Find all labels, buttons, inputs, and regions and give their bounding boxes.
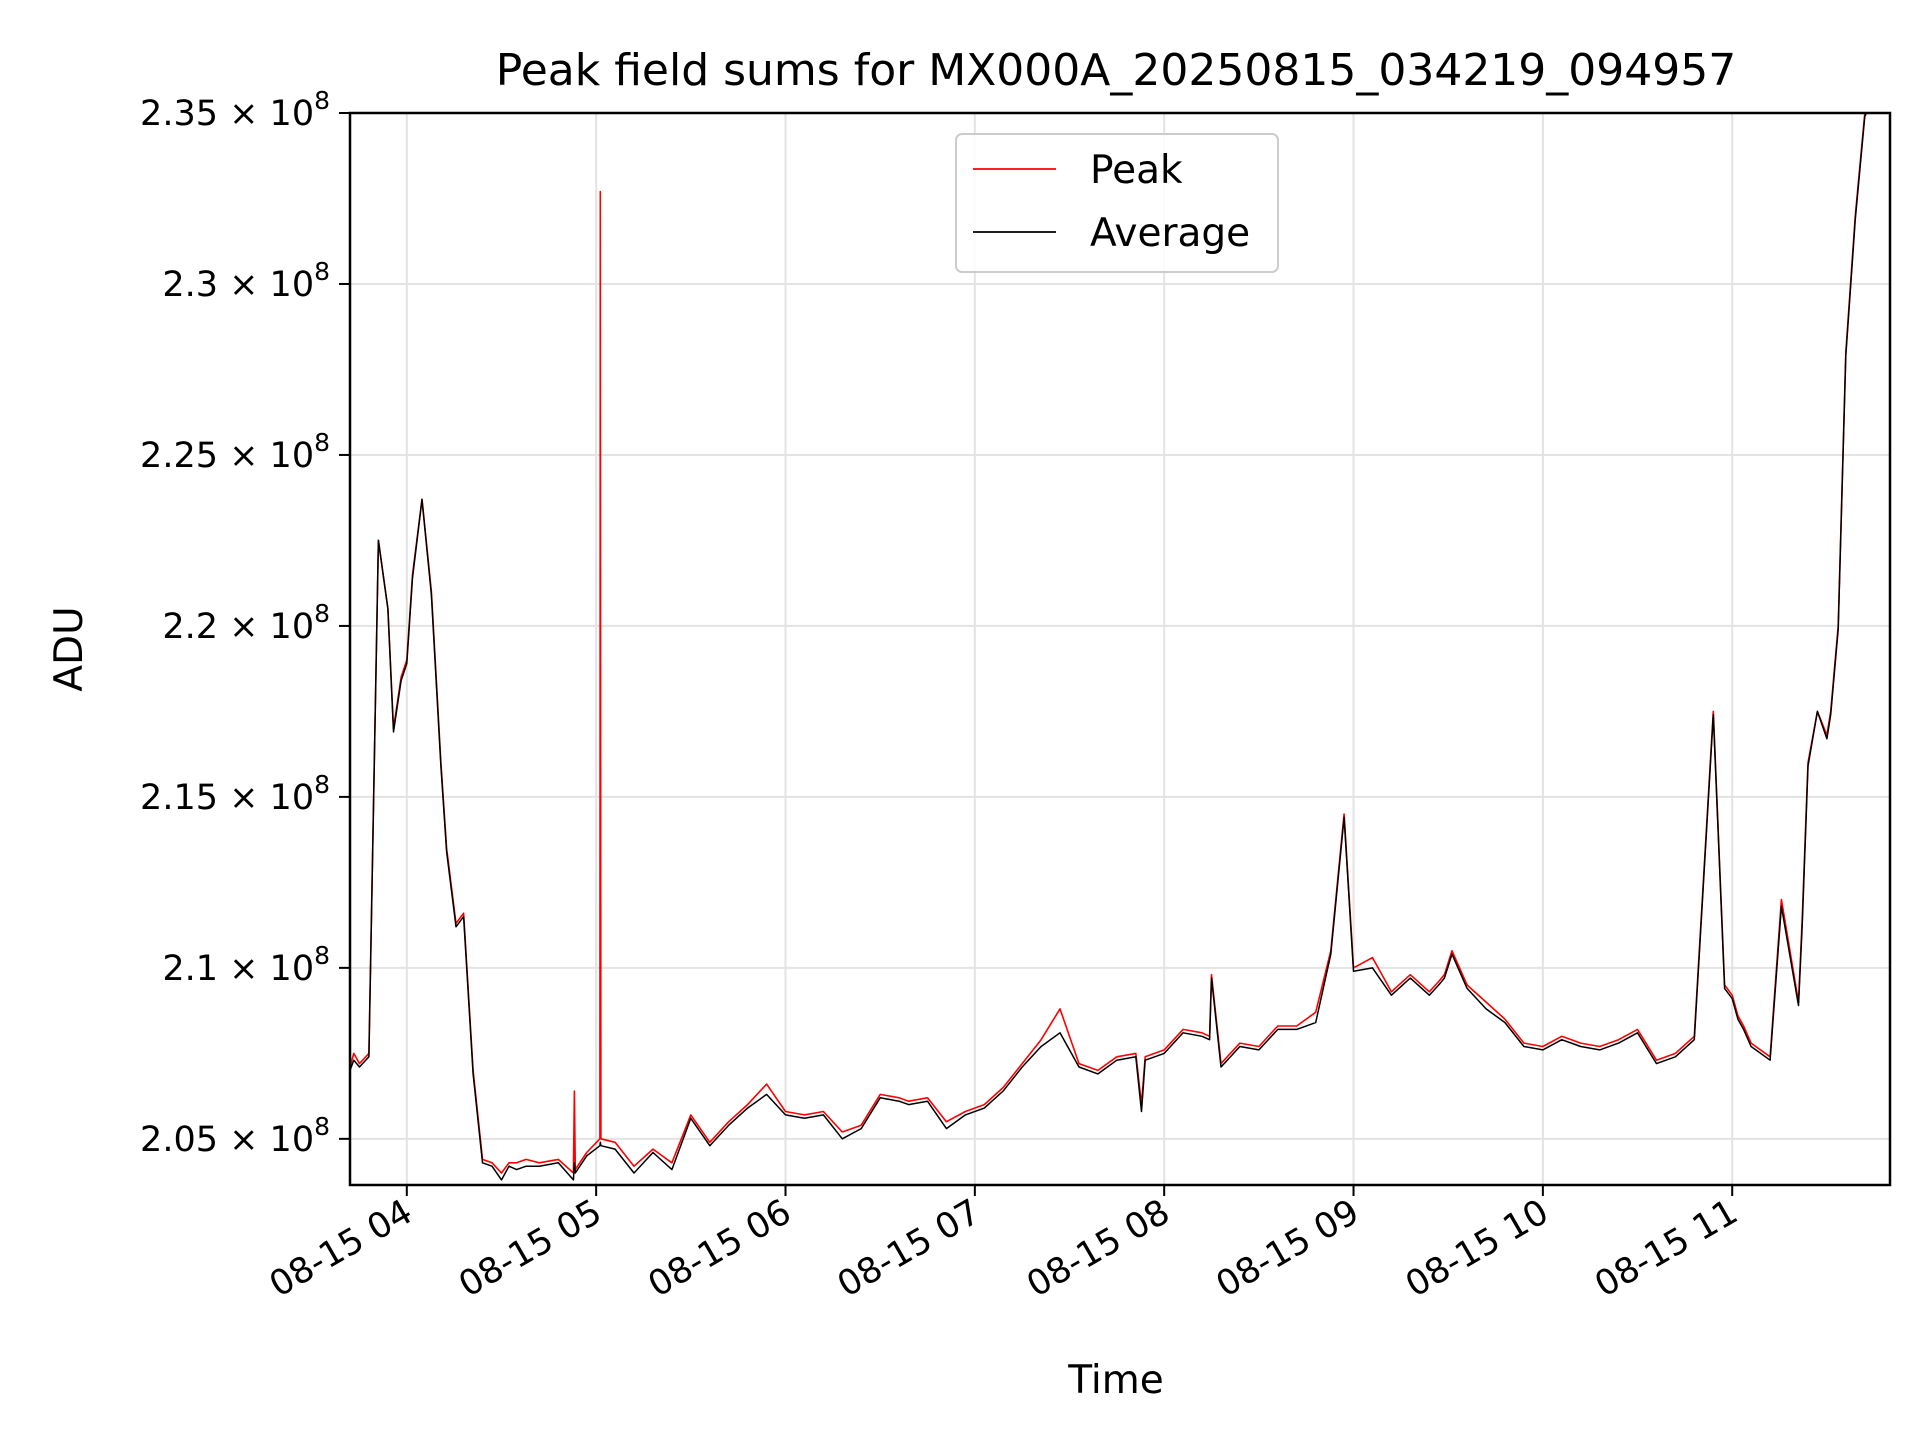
y-axis-ticks: 2.05 × 108 2.1 × 108 2.15 × 108 2.2 × 108 2.…	[140, 86, 350, 1160]
x-axis-label: Time	[1067, 1358, 1163, 1403]
y-tick-label: 2.35 × 108	[140, 86, 330, 134]
plot-frame	[348, 111, 1892, 1187]
series-group	[350, 113, 1868, 1181]
series-line-peak	[350, 113, 1866, 1174]
y-tick-label: 2.2 × 108	[162, 599, 330, 647]
y-tick-label: 2.1 × 108	[162, 941, 330, 989]
y-tick-label: 2.15 × 108	[140, 770, 330, 818]
legend-label-peak: Peak	[1090, 148, 1183, 193]
series-line-average	[350, 113, 1868, 1181]
chart-title: Peak field sums for MX000A_20250815_0342…	[496, 45, 1737, 96]
y-axis-label: ADU	[47, 606, 92, 691]
legend: Peak Average	[955, 133, 1279, 273]
y-tick-label: 2.25 × 108	[140, 428, 330, 476]
y-tick-label: 2.05 × 108	[140, 1112, 330, 1160]
y-tick-label: 2.3 × 108	[162, 257, 330, 305]
legend-label-average: Average	[1090, 211, 1250, 256]
